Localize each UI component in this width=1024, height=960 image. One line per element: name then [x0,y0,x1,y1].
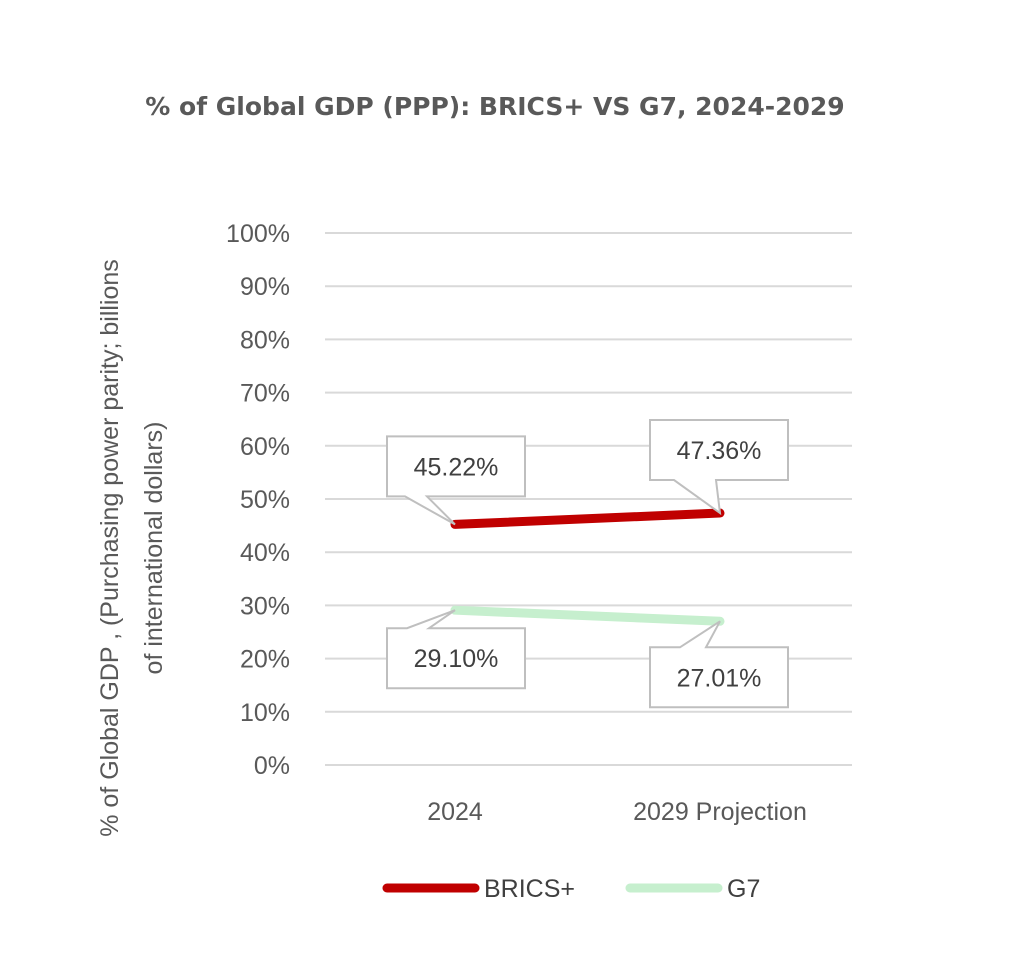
callout-box [386,435,526,526]
y-tick-label: 10% [240,699,290,727]
legend-item: G7 [625,875,760,903]
data-label: 27.01% [677,664,762,692]
y-axis-ticks: 0% 10% 20% 30% 40% 50% 60% 70% 80% 90% 100% [226,220,290,780]
y-tick-label: 90% [240,273,290,301]
series-line-1 [450,605,725,626]
callout-box [649,620,789,709]
y-tick-label: 30% [240,592,290,620]
y-axis-label-line-2: of international dollars) [140,422,168,675]
data-label: 29.10% [414,645,499,673]
y-tick-label: 50% [240,486,290,514]
data-label-callout: 45.22% [386,435,526,526]
y-tick-label: 100% [226,220,290,248]
data-label: 47.36% [677,437,762,465]
x-tick-label: 2029 Projection [633,798,807,826]
y-axis-label-line-1: % of Global GDP , (Purchasing power pari… [96,259,124,837]
data-label-callout: 29.10% [386,609,526,690]
callout-box [386,609,526,690]
series-line-0 [450,508,725,529]
legend-label: G7 [727,875,760,903]
legend-item: BRICS+ [382,875,575,903]
y-tick-label: 70% [240,380,290,408]
y-tick-label: 20% [240,646,290,674]
x-axis-ticks: 2024 2029 Projection [427,798,807,826]
data-label-callout: 27.01% [649,620,789,709]
y-tick-label: 0% [254,752,290,780]
data-labels: 45.22% 47.36% 29.10% 27.01% [386,419,789,709]
legend-label: BRICS+ [484,875,575,903]
series-lines [450,508,725,626]
data-label-callout: 47.36% [649,419,789,516]
callout-box [649,419,789,516]
y-tick-label: 60% [240,433,290,461]
chart-title: % of Global GDP (PPP): BRICS+ VS G7, 202… [145,92,844,121]
data-label: 45.22% [414,453,499,481]
y-tick-label: 80% [240,326,290,354]
y-tick-label: 40% [240,539,290,567]
legend: BRICS+ G7 [382,875,760,903]
x-tick-label: 2024 [427,798,483,826]
